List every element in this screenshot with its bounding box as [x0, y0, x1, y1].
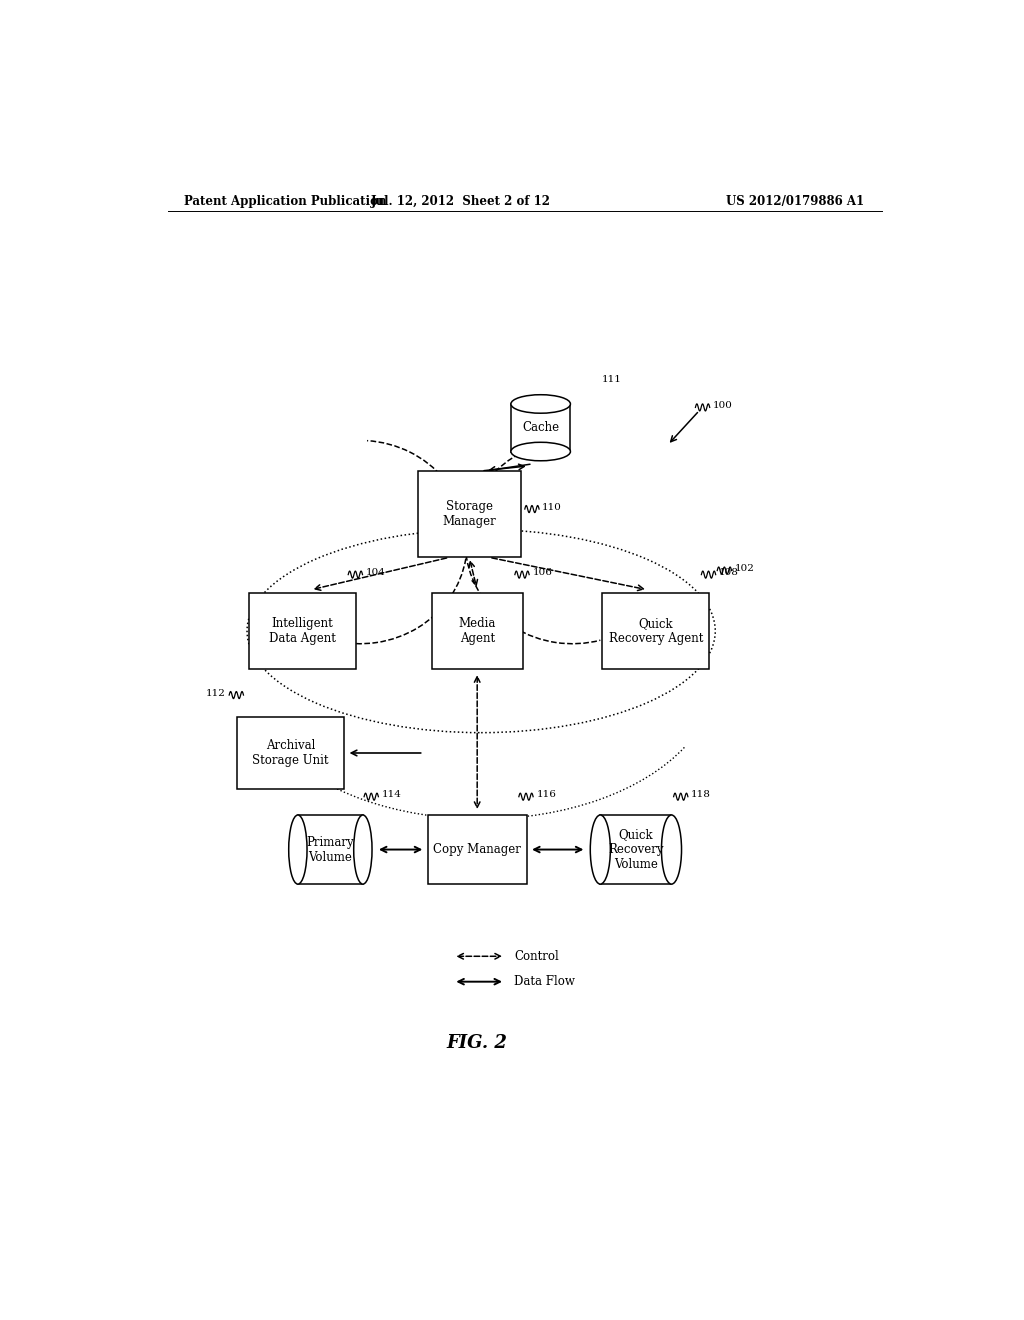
- Ellipse shape: [511, 442, 570, 461]
- Text: 111: 111: [602, 375, 622, 384]
- Text: 108: 108: [719, 568, 738, 577]
- Text: 112: 112: [206, 689, 225, 697]
- Bar: [238, 718, 344, 788]
- Text: Intelligent
Data Agent: Intelligent Data Agent: [269, 616, 336, 645]
- Text: Jul. 12, 2012  Sheet 2 of 12: Jul. 12, 2012 Sheet 2 of 12: [372, 194, 551, 207]
- Text: Storage
Manager: Storage Manager: [442, 500, 496, 528]
- Text: Archival
Storage Unit: Archival Storage Unit: [253, 739, 329, 767]
- Ellipse shape: [511, 395, 570, 413]
- Bar: [511, 404, 570, 451]
- Text: 106: 106: [532, 568, 552, 577]
- Bar: [602, 593, 710, 669]
- Text: Patent Application Publication: Patent Application Publication: [183, 194, 386, 207]
- Text: Copy Manager: Copy Manager: [433, 843, 521, 857]
- Bar: [428, 814, 526, 884]
- Text: Data Flow: Data Flow: [514, 975, 575, 989]
- Bar: [418, 471, 521, 557]
- Bar: [249, 593, 356, 669]
- Text: 104: 104: [366, 568, 386, 577]
- Ellipse shape: [590, 814, 610, 884]
- Text: US 2012/0179886 A1: US 2012/0179886 A1: [726, 194, 863, 207]
- Bar: [298, 814, 362, 884]
- Text: Control: Control: [514, 950, 559, 962]
- Text: 110: 110: [543, 503, 562, 512]
- Text: 102: 102: [734, 564, 755, 573]
- Text: 100: 100: [713, 401, 733, 411]
- Text: 116: 116: [537, 791, 556, 799]
- Ellipse shape: [662, 814, 682, 884]
- Text: Cache: Cache: [522, 421, 559, 434]
- Bar: [431, 593, 523, 669]
- Text: Quick
Recovery Agent: Quick Recovery Agent: [608, 616, 702, 645]
- Bar: [600, 814, 672, 884]
- Text: Quick
Recovery
Volume: Quick Recovery Volume: [608, 828, 664, 871]
- Ellipse shape: [289, 814, 307, 884]
- Ellipse shape: [353, 814, 372, 884]
- Text: Primary
Volume: Primary Volume: [306, 836, 354, 863]
- Text: 118: 118: [691, 791, 711, 799]
- Text: FIG. 2: FIG. 2: [446, 1034, 508, 1052]
- Text: Media
Agent: Media Agent: [459, 616, 496, 645]
- Text: 114: 114: [382, 791, 401, 799]
